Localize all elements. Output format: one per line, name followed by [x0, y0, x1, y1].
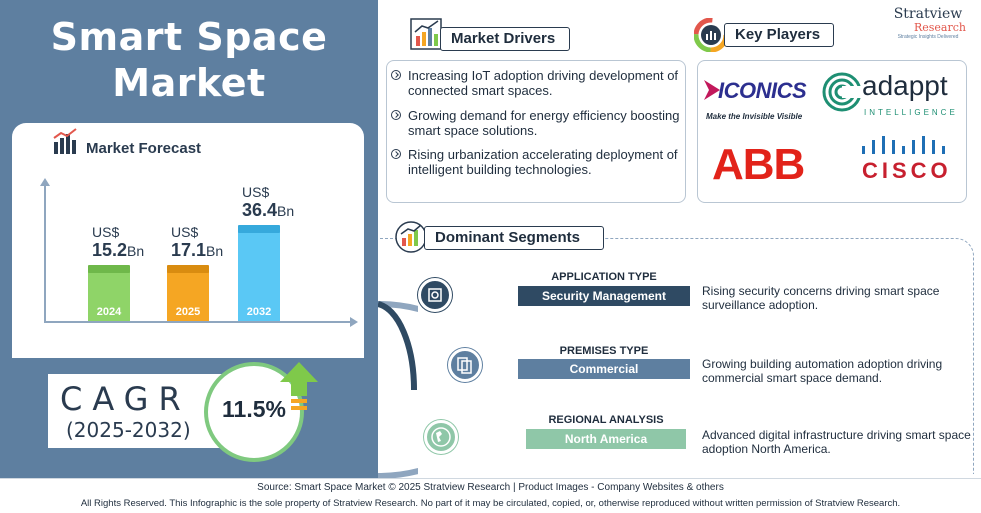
- cisco-bars-icon: [862, 136, 945, 154]
- cagr-value: 11.5%: [222, 396, 286, 422]
- footer: [0, 478, 981, 513]
- bar-cap: [238, 225, 280, 233]
- bar-value-label: US$ 15.2Bn: [92, 225, 144, 261]
- bar-currency: US$: [242, 184, 270, 200]
- driver-bullet-icon: [391, 70, 401, 80]
- segments-box: [380, 238, 974, 474]
- driver-item-3: Rising urbanization accelerating deploym…: [408, 147, 678, 177]
- segment-type-2: PREMISES TYPE: [559, 345, 649, 357]
- brand-name: Stratview: [893, 6, 963, 22]
- forecast-bar-2024: 2024: [88, 265, 130, 321]
- dominant-segments-icon: [395, 221, 427, 253]
- forecast-title: Market Forecast: [86, 140, 202, 157]
- segment-desc-1: Rising security concerns driving smart s…: [702, 284, 940, 312]
- bar-currency: US$: [171, 224, 199, 240]
- dominant-segments-title: Dominant Segments: [424, 226, 604, 250]
- bar-unit: Bn: [206, 243, 224, 259]
- title-line-2: Market: [112, 61, 266, 105]
- cagr-box: [48, 374, 228, 448]
- driver-item-2: Growing demand for energy efficiency boo…: [408, 108, 680, 138]
- iconics-chevron-icon: [704, 80, 720, 100]
- bar-year-label: 2032: [246, 306, 272, 318]
- adappt-name: adappt: [862, 70, 948, 101]
- adappt-logo: adappt INTELLIGENCE: [822, 68, 962, 132]
- adappt-mark-icon: [822, 72, 862, 112]
- building-icon: [448, 348, 482, 382]
- bar-value: 36.4: [242, 200, 278, 220]
- bar-value-label: US$ 17.1Bn: [171, 225, 223, 261]
- stratview-logo: Stratview Research Strategic Insights De…: [880, 6, 976, 41]
- footer-source: Source: Smart Space Market © 2025 Stratv…: [257, 482, 724, 493]
- page-title: Smart Space Market: [0, 14, 378, 106]
- segment-value-2: Commercial: [518, 359, 690, 379]
- cagr-label: CAGR: [60, 380, 191, 418]
- cisco-name: CISCO: [862, 158, 952, 183]
- segment-value-1: Security Management: [518, 286, 690, 306]
- bar-cap: [167, 265, 209, 273]
- chart-x-axis: [44, 317, 358, 327]
- segment-type-1: APPLICATION TYPE: [551, 271, 657, 283]
- players-box: [697, 60, 967, 203]
- bar-unit: Bn: [277, 203, 295, 219]
- segments-arc: [378, 301, 418, 479]
- bar-cap: [88, 265, 130, 273]
- bar-currency: US$: [92, 224, 120, 240]
- iconics-logo: ICONICS Make the Invisible Visible: [704, 68, 816, 132]
- forecast-bar-2032: 2032: [238, 225, 280, 321]
- globe-icon: [424, 420, 458, 454]
- bar-year-label: 2024: [96, 306, 122, 318]
- drivers-box: [386, 60, 686, 203]
- bar-value: 17.1: [171, 240, 207, 260]
- segment-desc-2: Growing building automation adoption dri…: [702, 357, 943, 385]
- forecast-bar-2025: 2025: [167, 265, 209, 321]
- market-drivers-icon: [410, 18, 442, 50]
- driver-bullet-icon: [391, 110, 401, 120]
- key-players-title: Key Players: [724, 23, 834, 47]
- bar-value: 15.2: [92, 240, 128, 260]
- bar-unit: Bn: [127, 243, 145, 259]
- gear-icon: [418, 278, 452, 312]
- brand-tag: Strategic Insights Delivered: [897, 34, 959, 40]
- bar-year-label: 2025: [175, 306, 201, 318]
- cisco-logo: CISCO: [856, 136, 952, 186]
- segment-type-3: REGIONAL ANALYSIS: [548, 414, 664, 426]
- brand-sub: Research: [913, 21, 966, 34]
- market-drivers-title: Market Drivers: [440, 27, 570, 51]
- iconics-tag: Make the Invisible Visible: [706, 112, 803, 121]
- driver-bullet-icon: [391, 149, 401, 159]
- adappt-sub: INTELLIGENCE: [864, 108, 958, 117]
- segment-value-3: North America: [526, 429, 686, 449]
- cagr-period: (2025-2032): [66, 418, 191, 442]
- abb-logo: ABB: [712, 140, 805, 189]
- bar-value-label: US$ 36.4Bn: [242, 185, 294, 221]
- driver-item-1: Increasing IoT adoption driving developm…: [408, 68, 679, 98]
- segment-desc-3: Advanced digital infrastructure driving …: [702, 428, 971, 456]
- iconics-name: ICONICS: [718, 78, 807, 103]
- footer-rights: All Rights Reserved. This Infographic is…: [80, 498, 901, 509]
- bar-chart-icon: [53, 128, 77, 154]
- title-line-1: Smart Space: [50, 15, 328, 59]
- chart-y-axis: [40, 178, 50, 322]
- growth-arrow-icon: [280, 362, 318, 410]
- key-players-icon: [694, 18, 728, 52]
